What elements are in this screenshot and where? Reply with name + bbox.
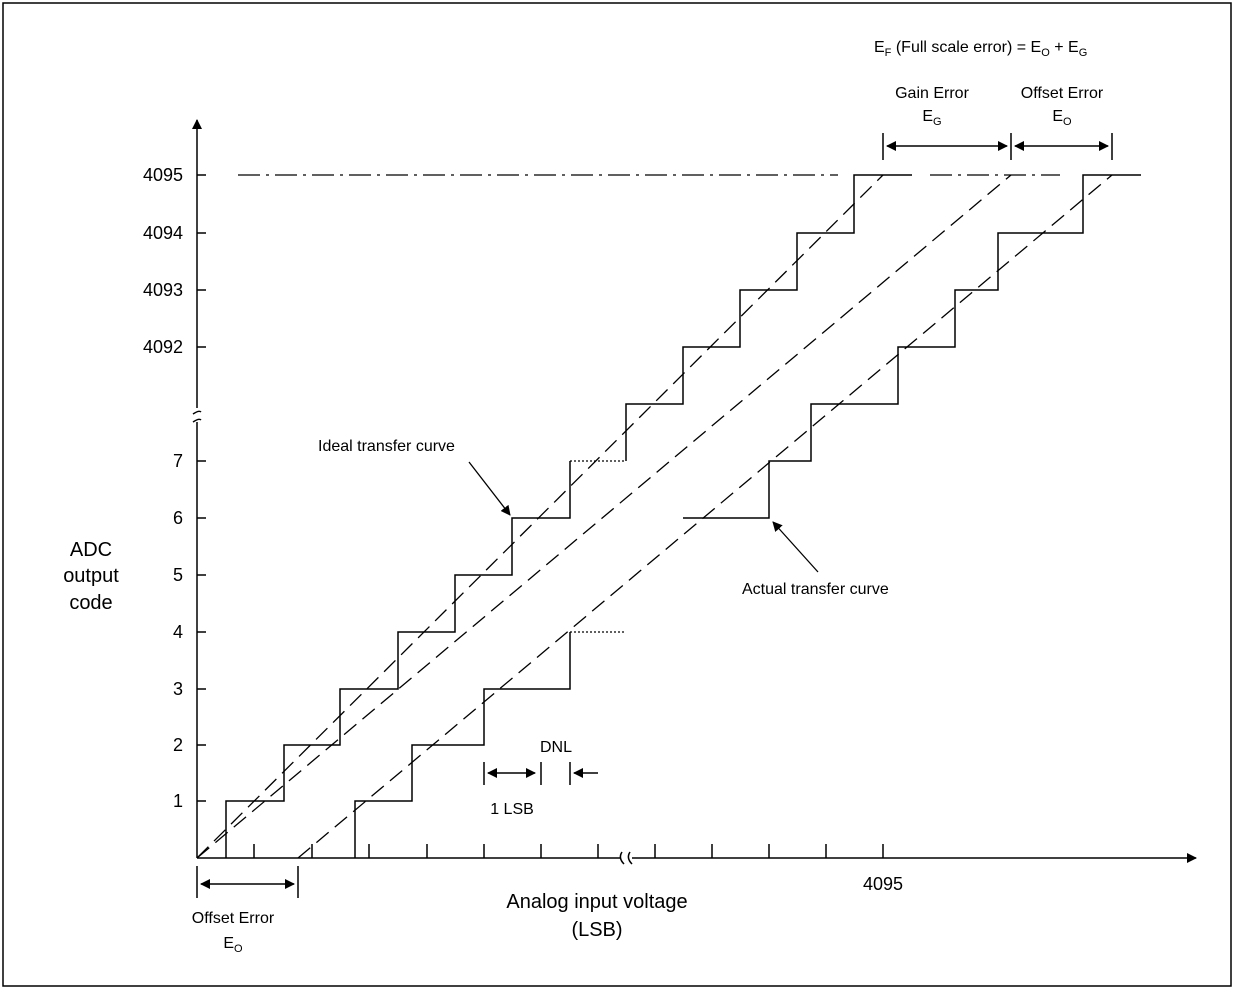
y-tick-4094: 4094 — [143, 223, 183, 243]
actual-staircase-trend-line — [297, 174, 1113, 859]
svg-text:ADC: ADC — [70, 539, 112, 561]
offset-error-top-label: Offset Error — [1021, 85, 1104, 102]
gain-error-label: Gain Error — [895, 85, 969, 102]
actual-curve-label: Actual transfer curve — [742, 581, 889, 598]
x-axis-title: Analog input voltage (LSB) — [506, 891, 687, 941]
ideal-transfer-staircase-lower — [225, 461, 571, 858]
actual-curve-arrow — [772, 521, 819, 573]
y-tick-5: 5 — [173, 565, 183, 585]
y-tick-4093: 4093 — [143, 280, 183, 300]
ideal-center-line — [196, 174, 1012, 859]
y-tick-3: 3 — [173, 679, 183, 699]
dashed-reference-lines — [196, 174, 1113, 859]
x-tick-marks — [253, 844, 884, 858]
actual-transfer-staircase-lower — [354, 632, 571, 858]
axes — [192, 119, 1197, 865]
ideal-curve-label: Ideal transfer curve — [318, 438, 455, 455]
dnl-label: DNL — [540, 739, 572, 756]
y-tick-2: 2 — [173, 735, 183, 755]
ideal-transfer-staircase-upper — [625, 174, 912, 461]
y-tick-6: 6 — [173, 508, 183, 528]
y-tick-1: 1 — [173, 791, 183, 811]
offset-error-bottom-symbol: EO — [223, 935, 243, 955]
y-tick-7: 7 — [173, 451, 183, 471]
y-axis-break — [192, 410, 202, 423]
svg-text:output: output — [63, 565, 119, 587]
y-tick-4092: 4092 — [143, 337, 183, 357]
ideal-curve-arrow — [468, 461, 511, 516]
x-tick-label-4095: 4095 — [863, 874, 903, 894]
offset-error-bottom-label: Offset Error — [192, 910, 275, 927]
y-tick-4: 4 — [173, 622, 183, 642]
full-scale-error-formula: EF (Full scale error) = EO + EG — [874, 39, 1087, 59]
svg-text:Analog input voltage: Analog input voltage — [506, 891, 687, 913]
offset-error-top-symbol: EO — [1052, 108, 1072, 128]
y-tick-4095: 4095 — [143, 165, 183, 185]
svg-text:(LSB): (LSB) — [571, 919, 622, 941]
y-tick-labels: 4095 4094 4093 4092 7 6 5 4 3 2 1 — [143, 165, 183, 811]
ideal-staircase-trend-line — [196, 174, 884, 859]
y-axis-title: ADC output code — [63, 539, 119, 614]
lsb-label: 1 LSB — [490, 801, 534, 818]
svg-text:code: code — [69, 592, 112, 614]
x-axis-break — [619, 851, 633, 865]
y-tick-marks — [197, 174, 206, 802]
gain-error-symbol: EG — [922, 108, 941, 128]
actual-transfer-staircase-upper — [683, 174, 1141, 519]
